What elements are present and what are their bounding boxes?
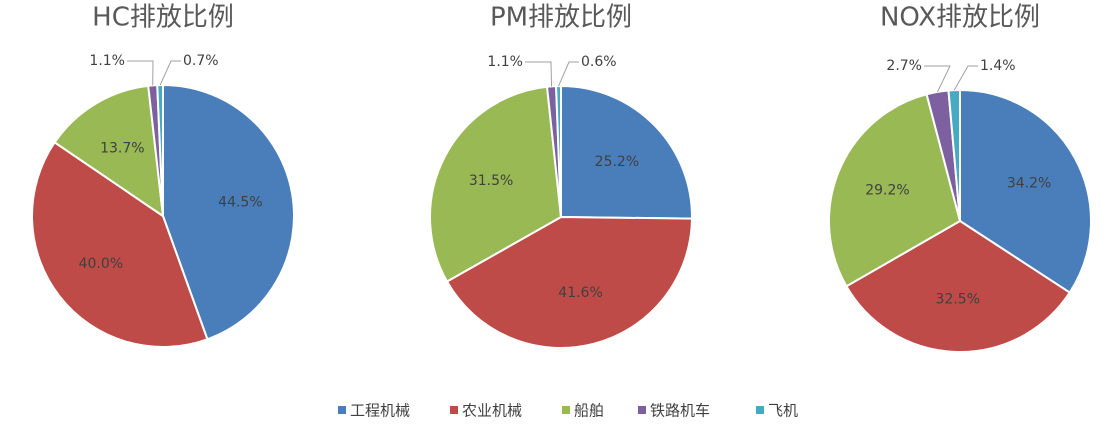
legend-swatch (756, 406, 764, 414)
legend-swatch (338, 406, 346, 414)
leader-line (159, 60, 181, 86)
data-label: 2.7% (886, 58, 922, 74)
legend-label: 飞机 (768, 402, 798, 420)
data-label: 40.0% (79, 256, 123, 272)
chart-title: PM排放比例 (490, 3, 632, 33)
legend-label: 农业机械 (462, 402, 522, 420)
chart-title: NOX排放比例 (880, 3, 1040, 33)
data-label: 25.2% (595, 154, 639, 170)
chart-title: HC排放比例 (92, 3, 234, 33)
leader-line (525, 61, 553, 87)
legend-label: 工程机械 (350, 402, 410, 420)
data-label: 1.4% (980, 58, 1016, 74)
pie-slice (845, 219, 1072, 353)
pie-slice (429, 85, 563, 283)
legend-swatch (450, 406, 458, 414)
legend-label: 船舶 (574, 402, 604, 420)
data-label: 32.5% (936, 292, 980, 308)
pie-slice (445, 215, 694, 349)
data-label: 44.5% (218, 194, 262, 210)
data-label: 13.7% (100, 141, 144, 157)
legend-swatch (562, 406, 570, 414)
pie-slice (31, 140, 209, 348)
legend-swatch (638, 406, 646, 414)
data-label: 29.2% (865, 183, 909, 199)
pie-slice (560, 84, 693, 220)
pie-slice (162, 83, 295, 341)
pie-slice (156, 83, 164, 217)
data-label: 41.6% (558, 285, 602, 301)
pie-slice (53, 84, 165, 219)
data-label: 0.6% (581, 54, 617, 70)
data-label: 0.7% (183, 53, 219, 69)
leader-line (127, 60, 154, 86)
leader-line (558, 61, 579, 87)
data-label: 34.2% (1007, 176, 1051, 192)
data-label: 31.5% (469, 173, 513, 189)
data-label: 1.1% (89, 53, 125, 69)
legend-label: 铁路机车 (650, 402, 710, 420)
leader-line (924, 65, 951, 93)
data-label: 1.1% (487, 54, 523, 70)
pie-slice (828, 93, 962, 288)
leader-line (953, 65, 978, 91)
